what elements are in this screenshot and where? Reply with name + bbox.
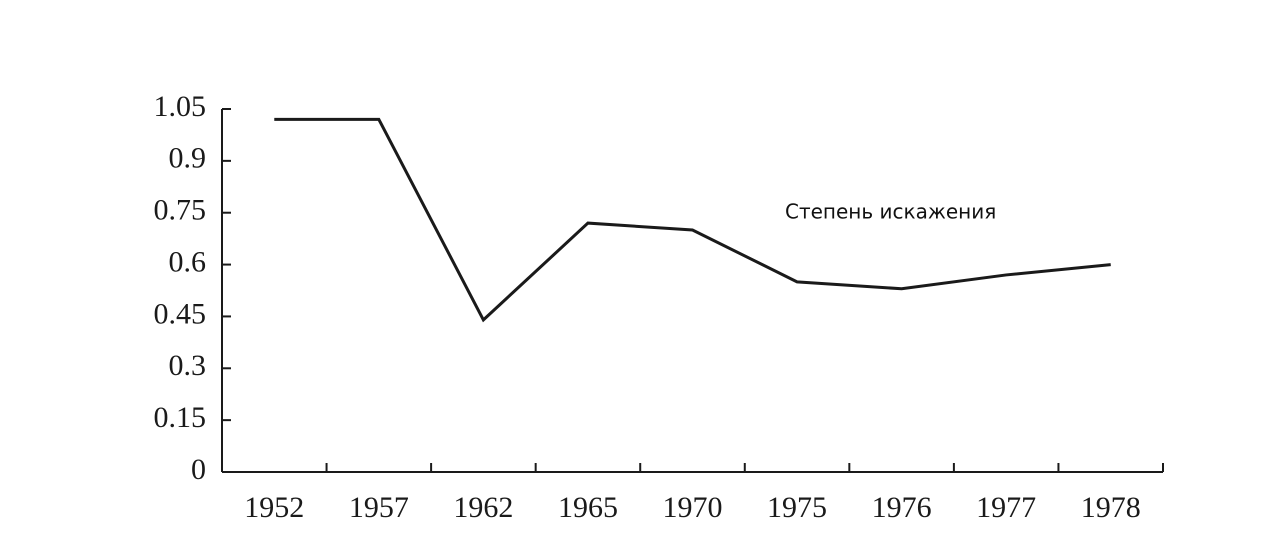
x-tick-label: 1977 <box>976 491 1036 524</box>
x-tick-label: 1976 <box>872 491 932 524</box>
series-label: Степень искажения <box>785 200 996 224</box>
x-tick-label: 1978 <box>1081 491 1141 524</box>
x-tick-label: 1952 <box>244 491 304 524</box>
line <box>274 117 1111 323</box>
y-tick-label: 1.05 <box>154 90 207 123</box>
y-tick-label: 0.75 <box>154 194 207 227</box>
x-tick-label: 1970 <box>663 491 723 524</box>
y-tick-label: 0.45 <box>154 297 207 330</box>
x-tick-label: 1965 <box>558 491 618 524</box>
x-tick-label: 1957 <box>349 491 409 524</box>
y-tick-label: 0.6 <box>169 245 207 278</box>
y-tick-label: 0 <box>191 453 206 486</box>
x-tick-label: 1975 <box>767 491 827 524</box>
y-tick-label: 0.9 <box>169 142 207 175</box>
y-tick-label: 0.3 <box>169 349 207 382</box>
y-tick-label: 0.15 <box>154 401 207 434</box>
x-tick-label: 1962 <box>453 491 513 524</box>
